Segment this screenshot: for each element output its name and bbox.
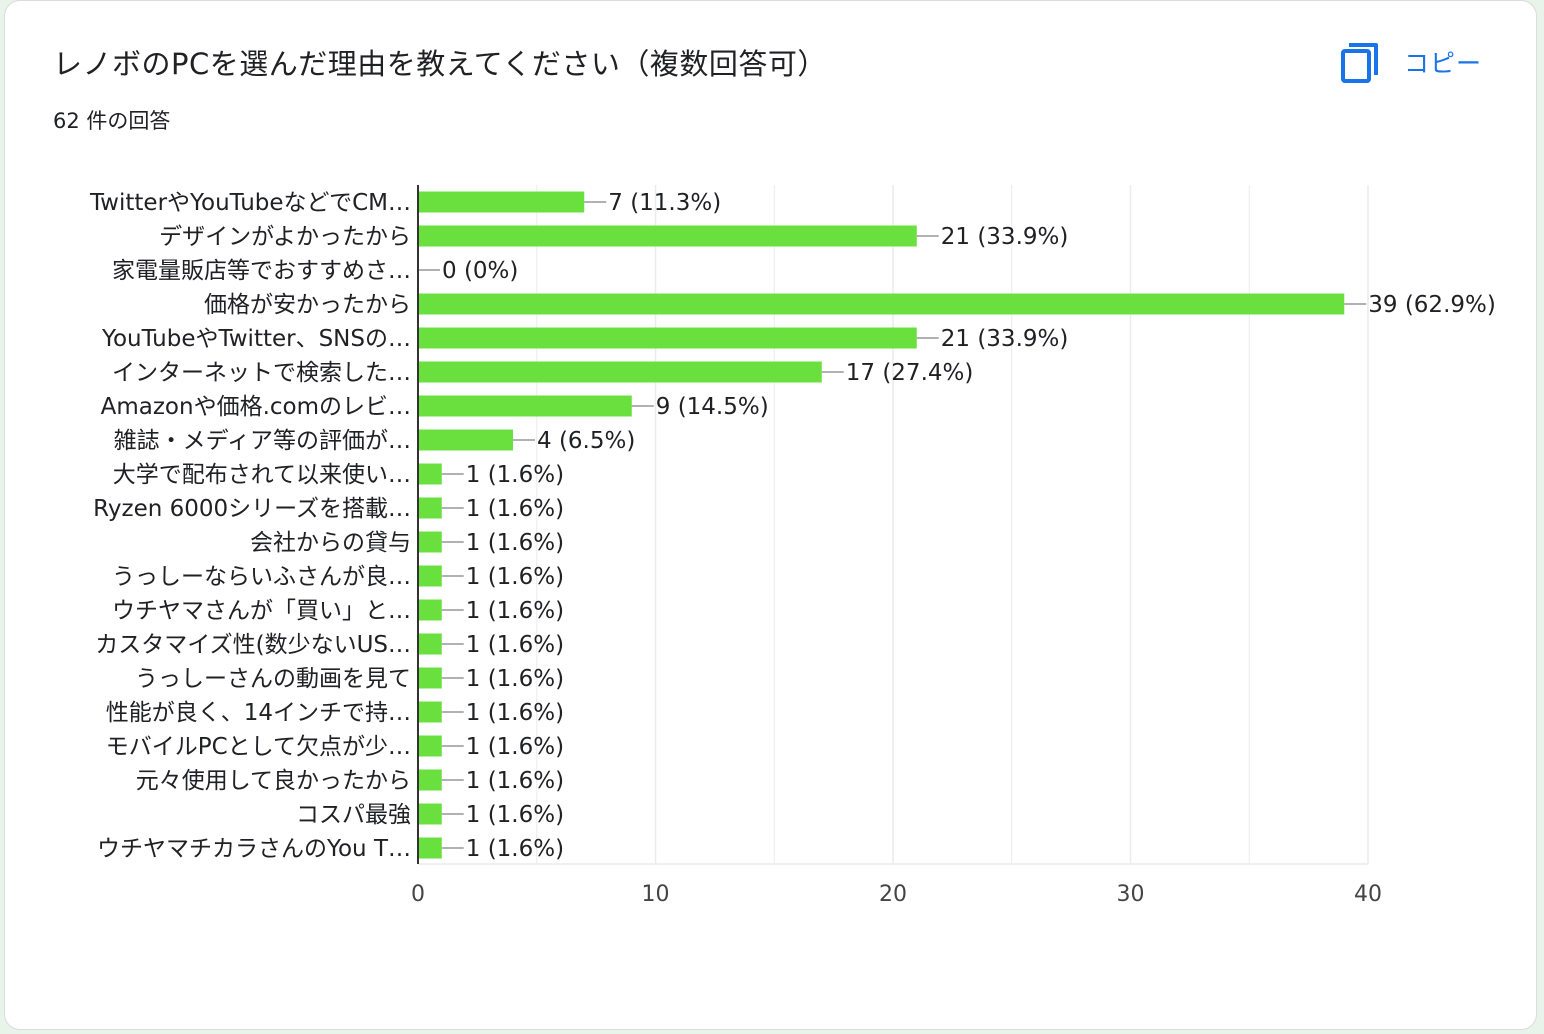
- x-tick-label: 30: [1117, 882, 1145, 907]
- bar: [418, 463, 442, 485]
- data-label: 1 (1.6%): [466, 530, 564, 556]
- category-label: コスパ最強: [296, 802, 411, 828]
- bar: [418, 633, 442, 655]
- category-label: 性能が良く、14インチで持…: [106, 700, 411, 726]
- data-label: 1 (1.6%): [466, 666, 564, 692]
- x-tick-label: 10: [642, 882, 670, 907]
- category-label: 会社からの貸与: [250, 530, 411, 556]
- data-label: 4 (6.5%): [537, 428, 635, 454]
- data-label: 1 (1.6%): [466, 496, 564, 522]
- copy-label: コピー: [1404, 49, 1483, 78]
- response-count: 62 件の回答: [53, 109, 171, 133]
- chart-card: レノボのPCを選んだ理由を教えてください（複数回答可） 62 件の回答 コピー: [4, 0, 1537, 1030]
- category-label: ウチヤマチカラさんのYou T…: [97, 836, 411, 862]
- data-label: 21 (33.9%): [941, 326, 1069, 352]
- x-tick-label: 40: [1354, 882, 1382, 907]
- question-title: レノボのPCを選んだ理由を教えてください（複数回答可）: [53, 47, 827, 81]
- bar: [418, 735, 442, 757]
- data-label: 1 (1.6%): [466, 598, 564, 624]
- category-label: うっしーさんの動画を見て: [135, 666, 411, 692]
- category-label: YouTubeやTwitter、SNSの…: [101, 326, 411, 352]
- data-label: 0 (0%): [442, 258, 518, 284]
- bar: [418, 599, 442, 621]
- copy-icon: [1340, 39, 1380, 85]
- data-label: 17 (27.4%): [846, 360, 974, 386]
- category-label: ウチヤマさんが「買い」と…: [112, 598, 411, 624]
- category-label: Amazonや価格.comのレビ…: [101, 394, 411, 420]
- data-label: 1 (1.6%): [466, 462, 564, 488]
- x-tick-label: 0: [411, 882, 425, 907]
- copy-button[interactable]: コピー: [1340, 37, 1490, 87]
- bar: [418, 497, 442, 519]
- category-label: 価格が安かったから: [204, 292, 411, 318]
- category-label: インターネットで検索した…: [112, 360, 411, 386]
- category-label: 家電量販店等でおすすめさ…: [112, 258, 411, 284]
- bar: [418, 395, 632, 417]
- bar: [418, 565, 442, 587]
- data-label: 1 (1.6%): [466, 734, 564, 760]
- category-label: 雑誌・メディア等の評価が…: [114, 428, 411, 454]
- bar: [418, 769, 442, 791]
- data-label: 1 (1.6%): [466, 802, 564, 828]
- category-label: 大学で配布されて以来使い…: [113, 462, 411, 488]
- bar: [418, 225, 917, 247]
- bar: [418, 837, 442, 859]
- bar: [418, 531, 442, 553]
- bar: [418, 667, 442, 689]
- category-label: TwitterやYouTubeなどでCM…: [89, 190, 411, 216]
- bar: [418, 327, 917, 349]
- category-label: デザインがよかったから: [159, 224, 411, 250]
- category-label: カスタマイズ性(数少ないUS…: [95, 632, 411, 658]
- category-label: 元々使用して良かったから: [136, 768, 411, 794]
- bar: [418, 701, 442, 723]
- bar: [418, 803, 442, 825]
- bar: [418, 429, 513, 451]
- data-label: 9 (14.5%): [656, 394, 769, 420]
- data-label: 39 (62.9%): [1368, 292, 1496, 318]
- data-label: 1 (1.6%): [466, 564, 564, 590]
- category-label: うっしーならいふさんが良…: [112, 564, 411, 590]
- data-label: 7 (11.3%): [608, 190, 721, 216]
- data-label: 21 (33.9%): [941, 224, 1069, 250]
- data-label: 1 (1.6%): [466, 632, 564, 658]
- data-label: 1 (1.6%): [466, 700, 564, 726]
- category-label: Ryzen 6000シリーズを搭載…: [93, 496, 411, 522]
- bar: [418, 191, 585, 213]
- x-tick-label: 20: [879, 882, 907, 907]
- data-label: 1 (1.6%): [466, 768, 564, 794]
- data-label: 1 (1.6%): [466, 836, 564, 862]
- bar: [418, 361, 822, 383]
- category-label: モバイルPCとして欠点が少…: [106, 734, 411, 760]
- bar: [418, 293, 1345, 315]
